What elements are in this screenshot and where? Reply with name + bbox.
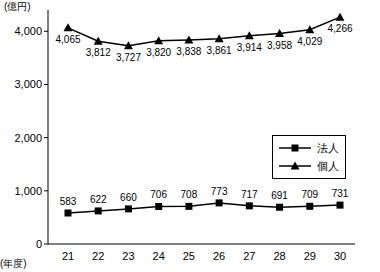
svg-text:3,820: 3,820 [146,47,171,58]
html-text:(億円): (億円) [4,1,31,12]
svg-text:731: 731 [332,188,349,199]
html-text:(年度): (年度) [0,258,27,269]
svg-text:660: 660 [120,192,137,203]
svg-text:1,000: 1,000 [14,185,42,197]
svg-text:4,065: 4,065 [55,34,80,45]
svg-text:3,727: 3,727 [116,52,141,63]
svg-text:3,812: 3,812 [86,47,111,58]
svg-text:4,266: 4,266 [327,23,352,34]
svg-text:3,914: 3,914 [237,42,262,53]
html-text:個人: 個人 [317,159,339,172]
svg-text:25: 25 [183,250,195,262]
svg-text:0: 0 [36,238,42,250]
svg-text:27: 27 [243,250,255,262]
svg-text:2,000: 2,000 [14,132,42,144]
svg-text:622: 622 [90,194,107,205]
svg-text:23: 23 [122,250,134,262]
svg-text:706: 706 [150,189,167,200]
svg-text:709: 709 [301,189,318,200]
svg-text:583: 583 [60,196,77,207]
svg-text:708: 708 [181,189,198,200]
svg-text:28: 28 [273,250,285,262]
svg-text:21: 21 [62,250,74,262]
svg-text:3,861: 3,861 [207,45,232,56]
svg-text:22: 22 [92,250,104,262]
svg-text:691: 691 [271,190,288,201]
svg-text:4,000: 4,000 [14,25,42,37]
svg-text:3,838: 3,838 [176,46,201,57]
svg-text:29: 29 [304,250,316,262]
html-text:法人: 法人 [317,141,339,154]
svg-text:773: 773 [211,186,228,197]
svg-text:26: 26 [213,250,225,262]
svg-text:30: 30 [334,250,346,262]
svg-text:3,000: 3,000 [14,78,42,90]
svg-text:717: 717 [241,189,258,200]
svg-text:3,958: 3,958 [267,40,292,51]
svg-text:4,029: 4,029 [297,36,322,47]
svg-text:24: 24 [153,250,165,262]
